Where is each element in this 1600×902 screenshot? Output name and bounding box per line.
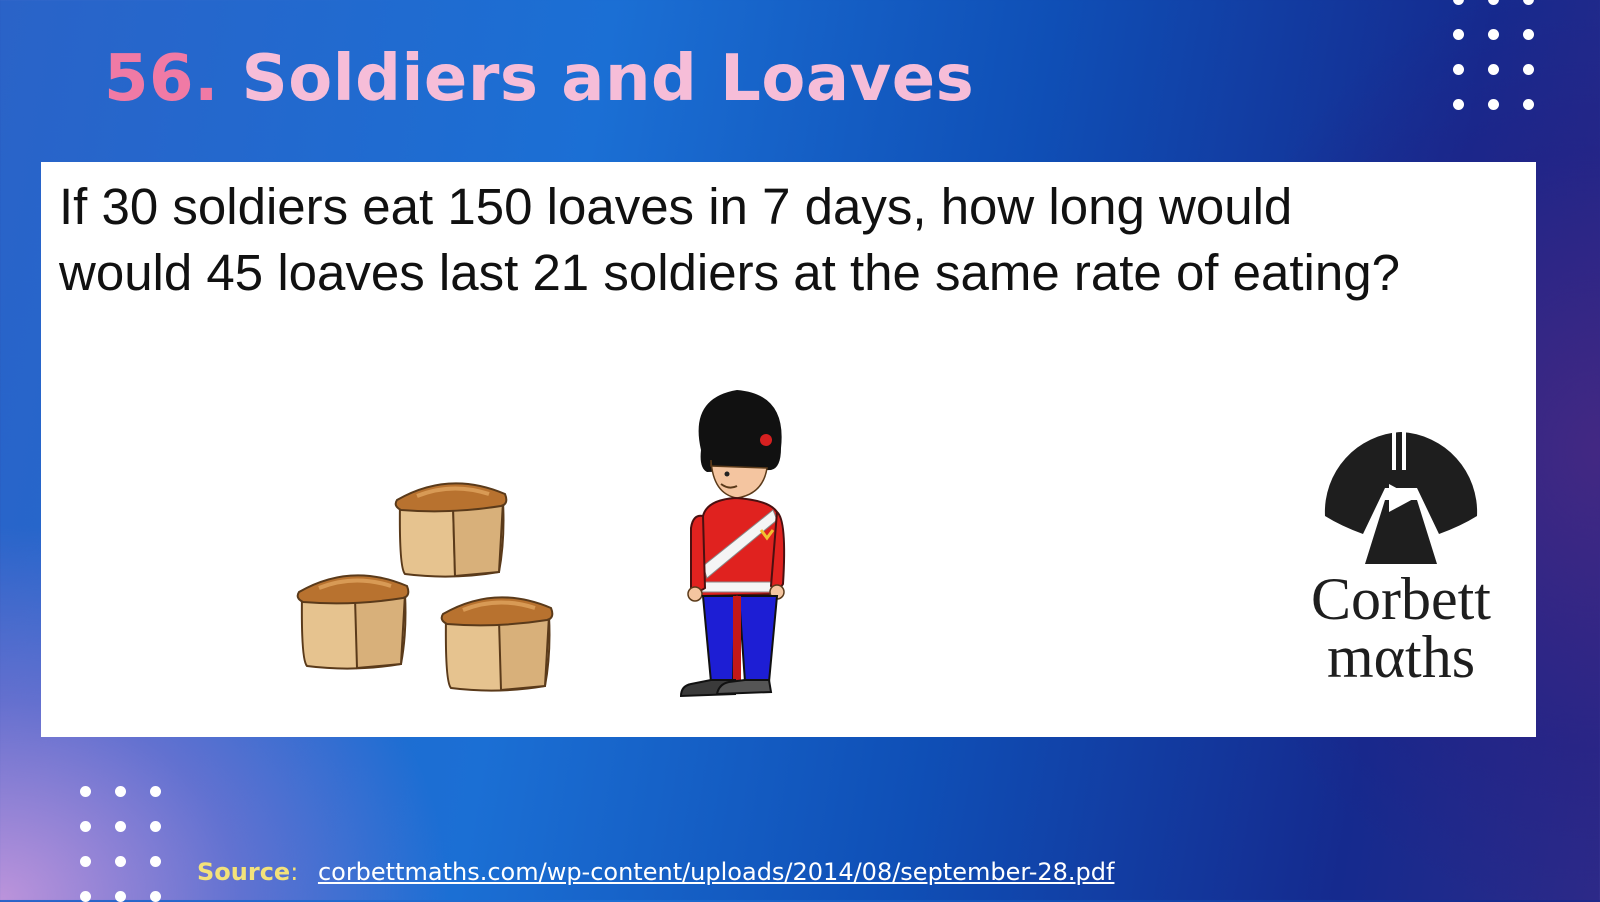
source-link[interactable]: corbettmaths.com/wp-content/uploads/2014… [317,858,1115,886]
logo-line-2: mαths [1326,624,1476,690]
bread-loaf-icon [296,574,410,670]
bread-loaf-icon [440,596,554,692]
question-card: If 30 soldiers eat 150 loaves in 7 days,… [41,162,1536,737]
slide-title-text: Soldiers and Loaves [241,42,975,116]
illustration [296,390,786,698]
question-text: If 30 soldiers eat 150 loaves in 7 days,… [59,174,1529,306]
soldier-icon [679,390,786,698]
source-separator: : [290,858,299,886]
source-label: Source [197,858,291,886]
question-line-2: would 45 loaves last 21 soldiers at the … [59,244,1400,301]
logo-text: Corbett mαths [1281,569,1521,687]
slide-title: 56. Soldiers and Loaves [104,34,974,124]
corbettmaths-emblem-icon [1324,430,1478,564]
question-line-1: If 30 soldiers eat 150 loaves in 7 days,… [59,178,1293,235]
logo-line-1: Corbett [1311,566,1491,632]
bread-loaf-icon [394,482,508,578]
decorative-dots-top-right [1453,0,1534,110]
decorative-dots-bottom-left [80,786,161,902]
corbettmaths-logo: Corbett mαths [1281,430,1521,687]
slide-number: 56. [104,42,219,116]
source-line: Source: corbettmaths.com/wp-content/uplo… [197,854,1114,890]
